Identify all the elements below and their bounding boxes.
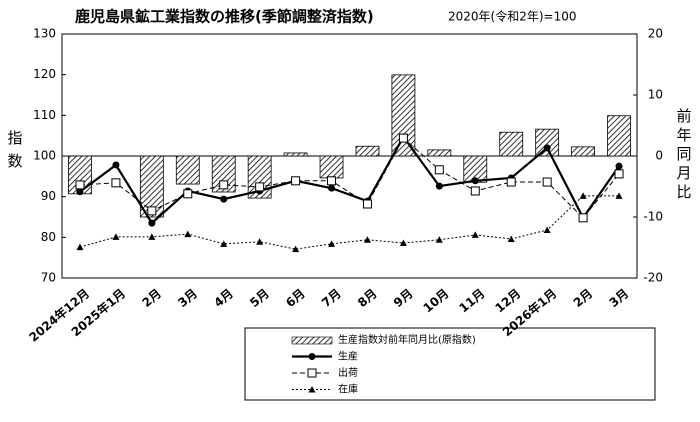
bar [283, 152, 308, 157]
y2-tick-label: 10 [648, 88, 663, 102]
legend-swatch [291, 336, 333, 345]
line [79, 134, 620, 225]
point [255, 182, 265, 192]
point [434, 165, 444, 175]
point [578, 213, 588, 223]
line [79, 195, 620, 250]
y-tick-label: 90 [41, 189, 56, 203]
bar [175, 155, 200, 185]
bar [427, 149, 452, 157]
x-tick-label: 2月 [139, 286, 164, 310]
y2-tick-label: 20 [648, 27, 663, 41]
bar [499, 131, 524, 157]
chart-title: 鹿児島県鉱工業指数の推移(季節調整済指数) [75, 8, 374, 26]
bar [535, 128, 560, 157]
y-tick-label: 80 [41, 230, 56, 244]
point [76, 188, 84, 196]
y-tick-label: 100 [33, 149, 56, 163]
bar [139, 155, 164, 218]
bar [247, 155, 272, 199]
point [147, 206, 157, 216]
y-tick-label: 130 [33, 27, 56, 41]
point [506, 177, 516, 187]
legend-marker [307, 368, 317, 378]
point [148, 233, 156, 240]
point [471, 231, 479, 238]
point [184, 230, 192, 238]
x-tick-label: 8月 [355, 286, 380, 310]
x-tick-label: 2月 [571, 286, 596, 310]
point [75, 180, 85, 190]
x-tick-label: 3月 [175, 286, 200, 310]
legend-label: 生産 [338, 350, 358, 363]
point [543, 226, 551, 234]
bar [355, 145, 380, 157]
legend-marker [308, 386, 316, 393]
y2-tick-label: -10 [643, 210, 663, 224]
x-tick-label: 6月 [283, 286, 308, 310]
point [256, 238, 264, 245]
point [615, 162, 623, 170]
bar [391, 74, 416, 157]
point [362, 199, 372, 209]
point [148, 219, 156, 227]
y-tick-label: 120 [33, 67, 56, 81]
point [112, 233, 120, 240]
point [219, 180, 229, 190]
x-tick-label: 7月 [319, 286, 344, 310]
point [399, 239, 407, 247]
point [543, 144, 551, 152]
point [183, 189, 193, 199]
point [327, 176, 337, 186]
bar [607, 115, 631, 157]
x-tick-label: 2024年12月 [26, 285, 92, 344]
point [470, 186, 480, 196]
point [614, 169, 624, 179]
bar [571, 146, 595, 157]
y-tick-label: 110 [33, 108, 56, 122]
legend-label: 生産指数対前年同月比(原指数) [338, 333, 476, 346]
point [220, 240, 228, 247]
y2-tick-label: -20 [643, 271, 663, 285]
point [112, 161, 120, 169]
x-tick-label: 10月 [421, 286, 452, 315]
x-tick-label: 12月 [492, 286, 523, 315]
point [579, 192, 587, 199]
x-tick-label: 5月 [247, 286, 272, 310]
x-tick-label: 3月 [607, 286, 632, 310]
bar [319, 155, 344, 179]
point [220, 195, 228, 203]
bar [211, 155, 236, 193]
point [398, 133, 408, 143]
point [542, 177, 552, 187]
legend-label: 出荷 [338, 366, 358, 379]
y-axis-label: 指数 [6, 130, 24, 176]
point [435, 236, 443, 243]
point [328, 184, 336, 192]
point [76, 243, 84, 251]
point [291, 176, 301, 186]
point [615, 192, 623, 199]
point [111, 178, 121, 188]
y2-tick-label: 0 [655, 149, 663, 163]
line [79, 137, 620, 219]
x-tick-label: 11月 [456, 286, 487, 315]
point [435, 182, 443, 190]
x-tick-label: 4月 [211, 286, 236, 310]
x-tick-label: 9月 [391, 286, 416, 310]
legend-label: 在庫 [338, 383, 358, 396]
point [328, 240, 336, 247]
y2-axis-label: 前年同月比 [675, 108, 693, 203]
point [471, 177, 479, 185]
point [363, 236, 371, 243]
legend-marker [308, 353, 316, 360]
point [507, 235, 515, 242]
chart-subtitle: 2020年(令和2年)=100 [448, 9, 577, 24]
y-tick-label: 70 [41, 271, 56, 285]
point [292, 245, 300, 253]
